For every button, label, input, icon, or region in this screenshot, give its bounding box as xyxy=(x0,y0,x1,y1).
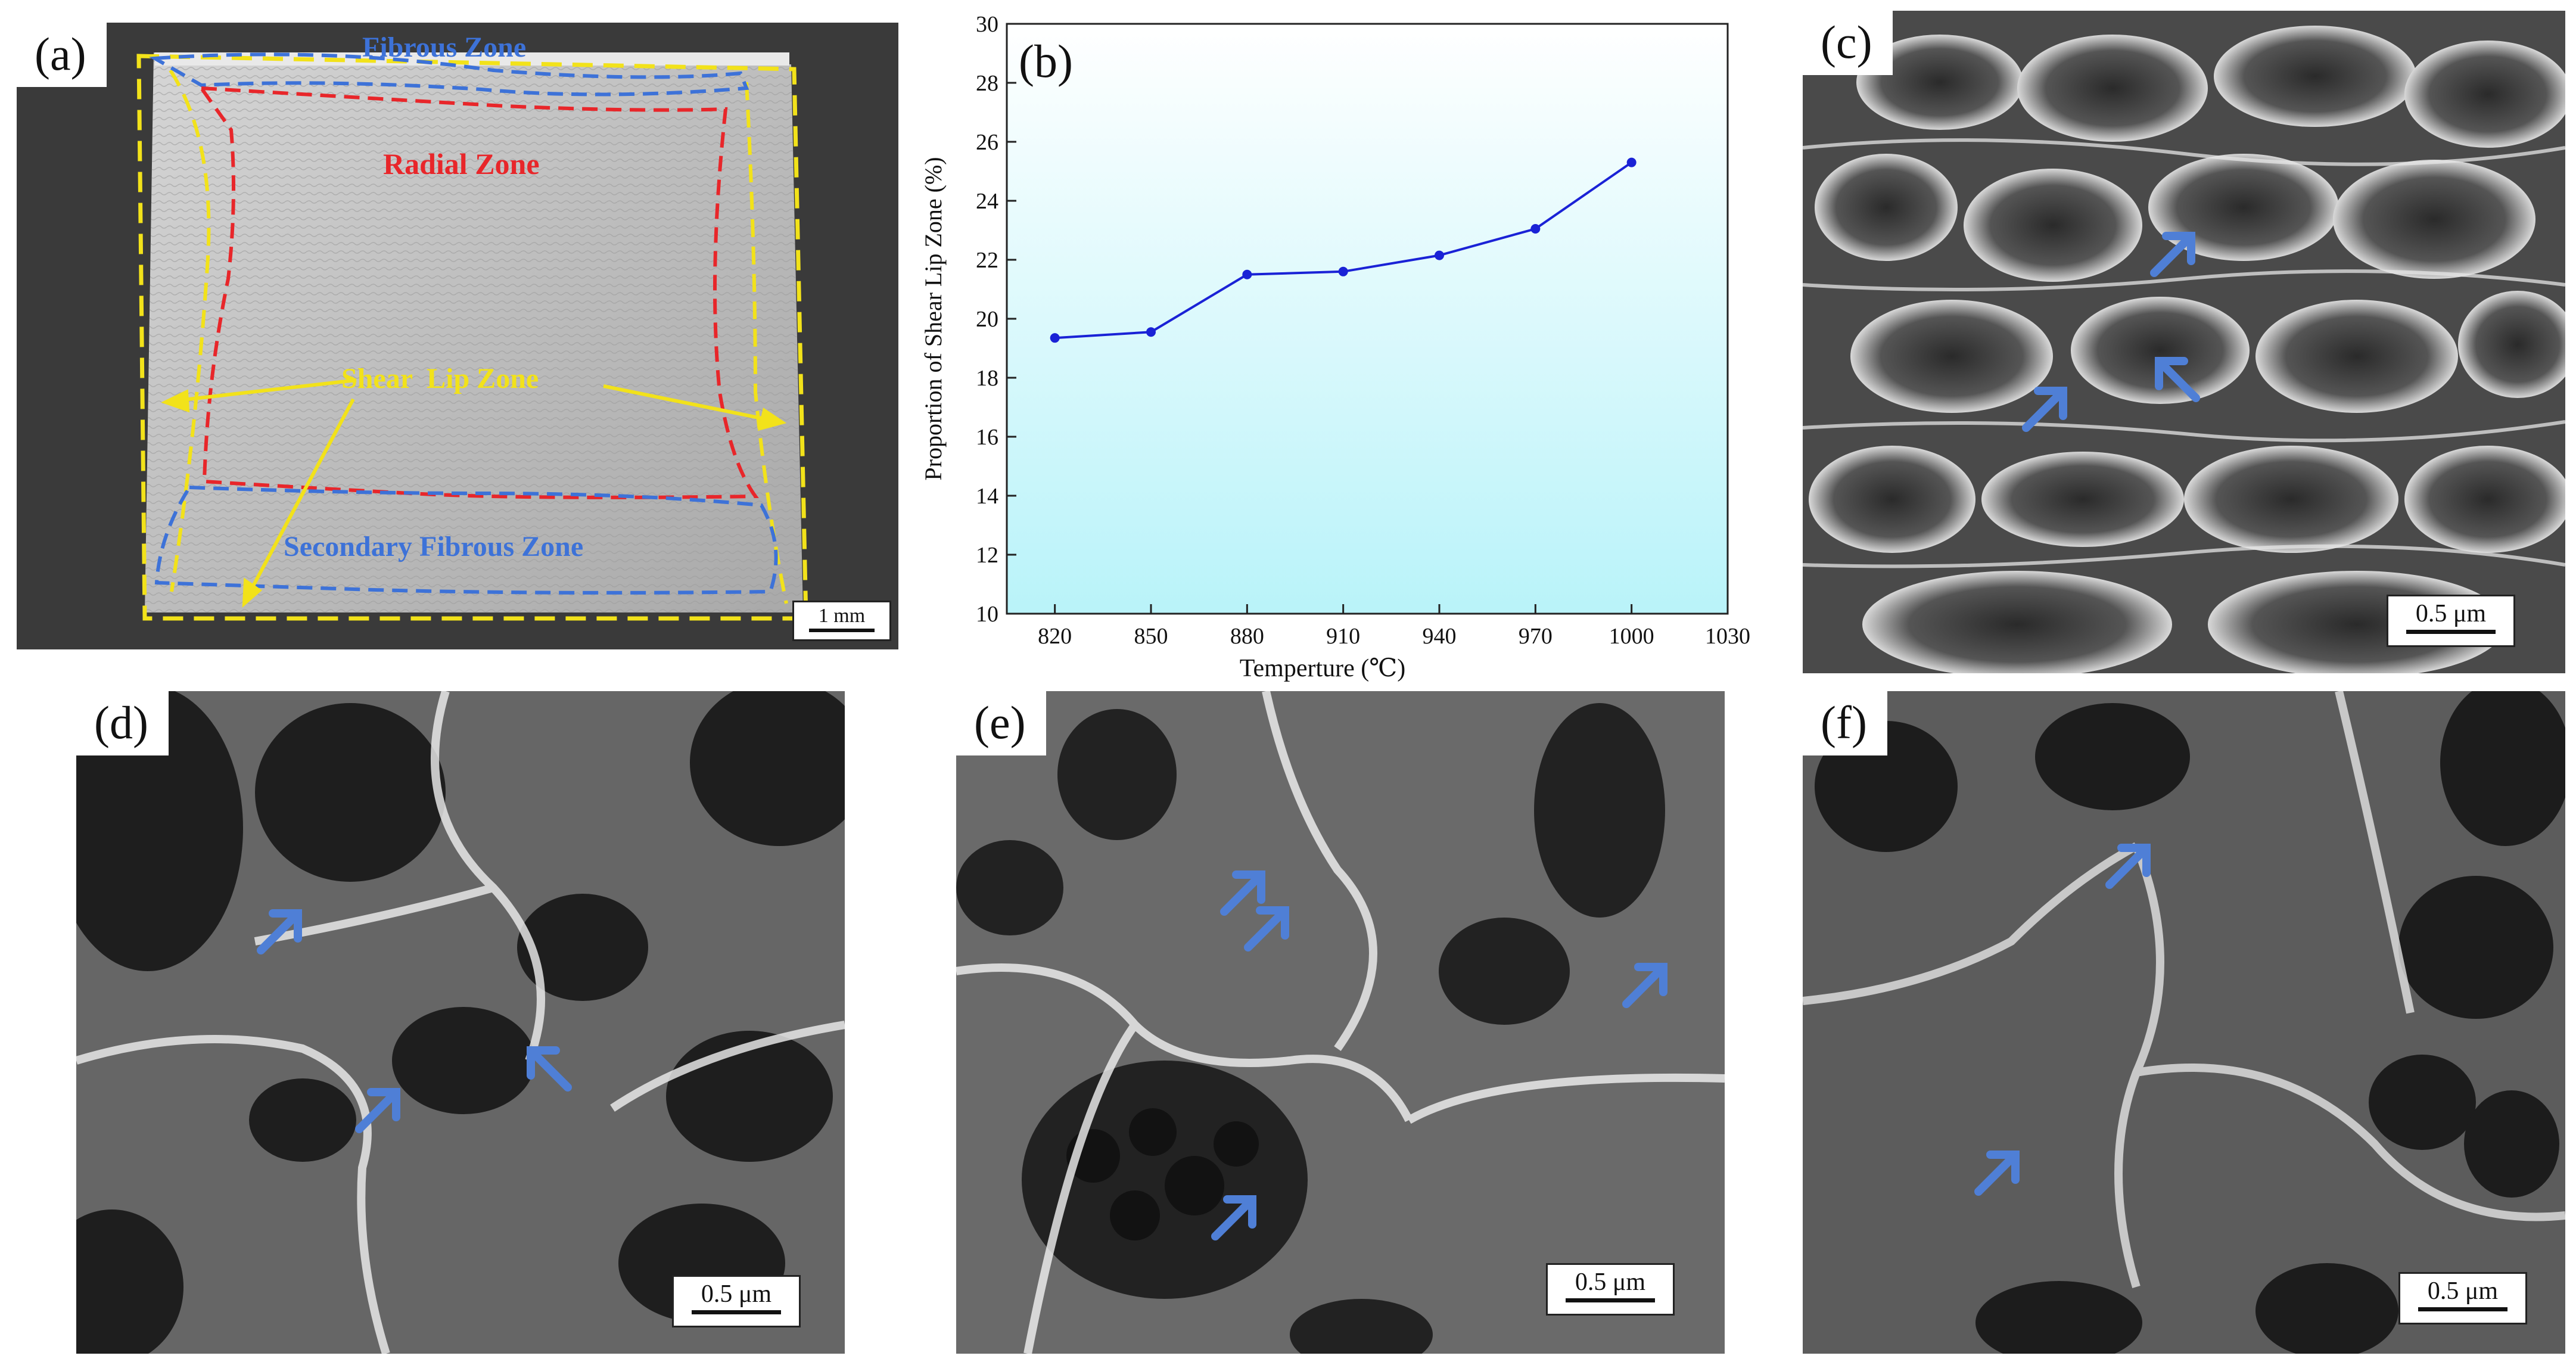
arrow-icon xyxy=(1974,1151,2020,1196)
arrow-icon xyxy=(2155,357,2200,402)
panel-f: 0.5 μm (f) xyxy=(1803,691,2565,1354)
arrow-icon xyxy=(2022,387,2067,432)
scale-bar-e: 0.5 μm xyxy=(1546,1263,1675,1316)
panel-d: 0.5 μm (d) xyxy=(76,691,845,1354)
x-tick-label: 940 xyxy=(1423,624,1457,649)
arrow-icon xyxy=(1244,906,1289,952)
arrow-icon xyxy=(2150,232,2195,277)
panel-label-e: (e) xyxy=(956,691,1046,755)
secondary-fibrous-outline xyxy=(154,485,778,595)
panel-a: Fibrous Zone Radial Zone Shear Lip Zone … xyxy=(17,23,898,649)
arrow-icon xyxy=(1211,1195,1256,1240)
panel-a-image xyxy=(17,23,898,649)
x-tick-label: 880 xyxy=(1230,624,1264,649)
data-point xyxy=(1146,327,1156,337)
arrow-icon xyxy=(355,1088,400,1133)
data-point xyxy=(1435,250,1444,260)
radial-zone-outline xyxy=(197,86,759,499)
x-tick-label: 1030 xyxy=(1705,624,1750,649)
y-tick-label: 12 xyxy=(976,543,998,568)
x-tick-label: 910 xyxy=(1326,624,1360,649)
scale-bar-d: 0.5 μm xyxy=(672,1275,801,1327)
panel-label-a: (a) xyxy=(17,23,107,87)
scale-bar-c: 0.5 μm xyxy=(2387,595,2515,647)
arrow-icon xyxy=(1622,963,1667,1008)
data-point xyxy=(1338,266,1348,276)
panel-c-image xyxy=(1803,11,2565,673)
panel-label-c: (c) xyxy=(1803,11,1893,75)
arrow-icon xyxy=(2105,844,2151,889)
y-tick-label: 28 xyxy=(976,71,998,96)
fibrous-zone-label: Fibrous Zone xyxy=(362,32,527,63)
x-tick-label: 850 xyxy=(1134,624,1168,649)
panel-e-image xyxy=(956,691,1725,1354)
fibrous-zone-outline xyxy=(148,52,749,97)
panel-d-image xyxy=(76,691,845,1354)
panel-f-image xyxy=(1803,691,2565,1354)
y-axis-label: Proportion of Shear Lip Zone (%) xyxy=(920,157,947,480)
shear-lip-zone-label: Shear Lip Zone xyxy=(341,363,539,394)
x-axis-label: Temperture (℃) xyxy=(1240,655,1405,682)
y-tick-label: 22 xyxy=(976,248,998,273)
panel-c: 0.5 μm (c) xyxy=(1803,11,2565,673)
shear-lip-outline xyxy=(136,54,808,621)
plot-area xyxy=(1006,23,1729,615)
arrow-icon xyxy=(257,909,302,954)
data-point xyxy=(1050,333,1060,343)
x-tick-label: 1000 xyxy=(1609,624,1654,649)
chart-b: 10 12 14 16 18 20 22 24 26 28 30 820 850 880 910 940 97… xyxy=(920,12,1750,682)
data-point xyxy=(1242,269,1252,279)
data-point xyxy=(1530,224,1541,234)
arrow-icon xyxy=(527,1046,572,1092)
x-tick-label: 820 xyxy=(1038,624,1072,649)
y-tick-label: 18 xyxy=(976,366,998,391)
scale-bar-a: 1 mm xyxy=(792,601,891,641)
y-tick-label: 14 xyxy=(976,484,998,509)
panel-label-b: (b) xyxy=(1019,35,1073,87)
panel-label-d: (d) xyxy=(76,691,169,755)
y-tick-label: 24 xyxy=(976,189,998,214)
radial-zone-label: Radial Zone xyxy=(383,147,540,181)
x-tick-label: 970 xyxy=(1519,624,1553,649)
arrow-icon xyxy=(1220,870,1265,916)
y-tick-label: 10 xyxy=(976,602,998,627)
y-tick-label: 16 xyxy=(976,425,998,450)
secondary-fibrous-zone-label: Secondary Fibrous Zone xyxy=(284,531,584,562)
panel-e: 0.5 μm (e) xyxy=(956,691,1725,1354)
scale-bar-f: 0.5 μm xyxy=(2398,1272,2527,1324)
panel-b: 10 12 14 16 18 20 22 24 26 28 30 820 850 880 910 940 97… xyxy=(906,6,1781,691)
y-tick-label: 30 xyxy=(976,12,998,37)
y-tick-label: 20 xyxy=(976,307,998,332)
data-point xyxy=(1626,157,1637,167)
y-tick-label: 26 xyxy=(976,130,998,155)
panel-label-f: (f) xyxy=(1803,691,1887,755)
